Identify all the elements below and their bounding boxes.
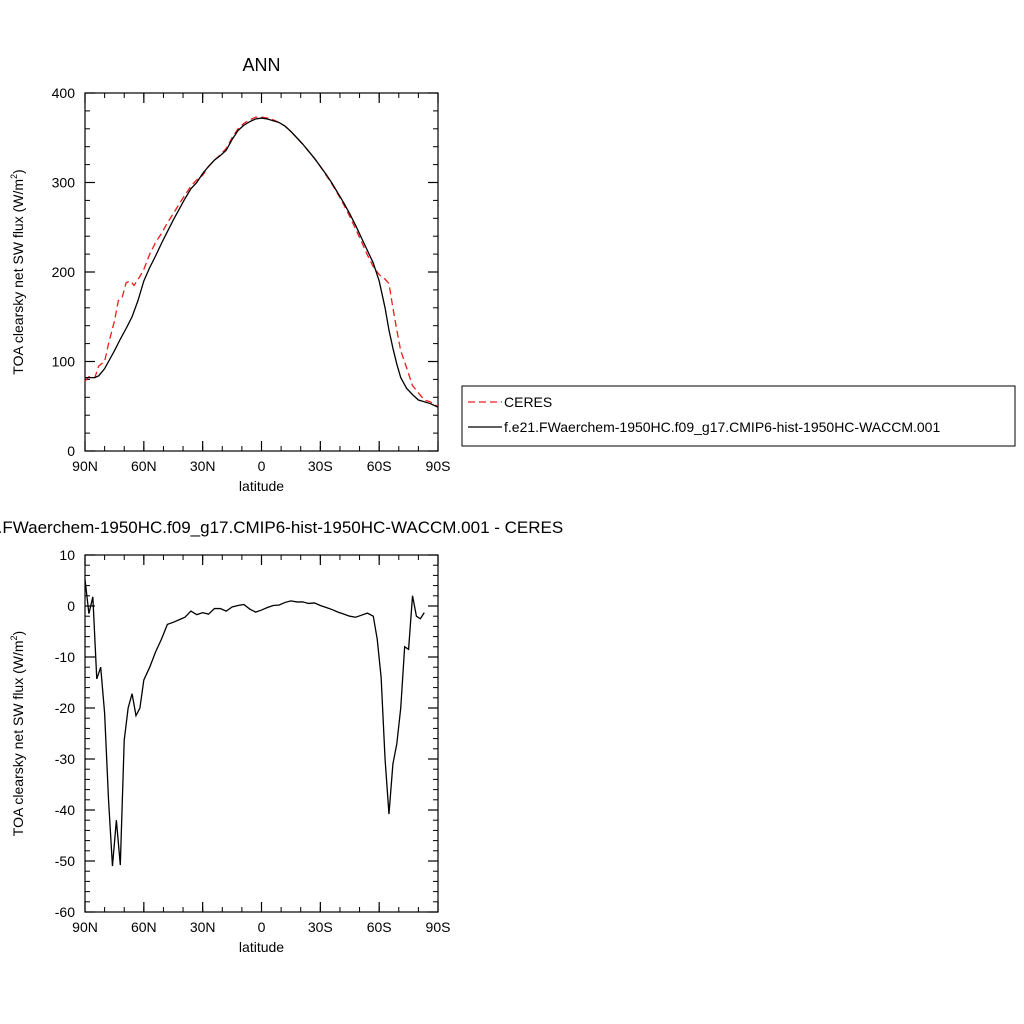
chart-title: f.e21.FWaerchem-1950HC.f09_g17.CMIP6-his… bbox=[0, 518, 563, 537]
plot-frame bbox=[84, 554, 439, 913]
y-axis-label-close: ) bbox=[10, 169, 26, 174]
y-axis-label: TOA clearsky net SW flux (W/m2) bbox=[9, 631, 26, 836]
plot-frame bbox=[84, 92, 439, 452]
x-tick-label: 60S bbox=[367, 458, 392, 474]
legend-label-model: f.e21.FWaerchem-1950HC.f09_g17.CMIP6-his… bbox=[504, 419, 940, 435]
y-axis-label: TOA clearsky net SW flux (W/m2) bbox=[9, 169, 26, 374]
y-axis-label-text: TOA clearsky net SW flux (W/m bbox=[10, 179, 26, 375]
y-tick-label: -60 bbox=[55, 904, 75, 920]
y-axis-label-superscript: 2 bbox=[9, 174, 19, 179]
y-tick-label: 0 bbox=[67, 443, 75, 459]
y-tick-label: -20 bbox=[55, 700, 75, 716]
x-tick-label: 30S bbox=[308, 919, 333, 935]
chart-title: ANN bbox=[242, 55, 280, 75]
x-tick-label: 0 bbox=[258, 919, 266, 935]
x-tick-label: 90S bbox=[426, 919, 451, 935]
y-tick-label: -10 bbox=[55, 649, 75, 665]
x-tick-label: 60S bbox=[367, 919, 392, 935]
x-tick-label: 90N bbox=[72, 919, 98, 935]
x-tick-label: 30N bbox=[190, 458, 216, 474]
y-tick-label: 0 bbox=[67, 598, 75, 614]
legend-label-ceres: CERES bbox=[504, 394, 552, 410]
x-tick-label: 30N bbox=[190, 919, 216, 935]
y-tick-label: -40 bbox=[55, 802, 75, 818]
x-axis-label: latitude bbox=[239, 478, 284, 494]
x-tick-label: 0 bbox=[258, 458, 266, 474]
y-tick-label: 100 bbox=[52, 354, 76, 370]
legend: CERES f.e21.FWaerchem-1950HC.f09_g17.CMIP… bbox=[461, 385, 1016, 447]
y-axis-label-close: ) bbox=[10, 631, 26, 636]
x-tick-label: 60N bbox=[131, 919, 157, 935]
x-tick-label: 30S bbox=[308, 458, 333, 474]
top-chart: ANN 90N 60N 30N 0 30S 60S 90S 0 100 200 300 400 latit… bbox=[9, 55, 450, 494]
legend-box bbox=[461, 385, 1016, 447]
y-tick-label: 400 bbox=[52, 85, 76, 101]
x-tick-label: 90S bbox=[426, 458, 451, 474]
y-tick-label: -30 bbox=[55, 751, 75, 767]
x-axis-label: latitude bbox=[239, 939, 284, 955]
y-axis-label-text: TOA clearsky net SW flux (W/m bbox=[10, 640, 26, 836]
y-tick-label: -50 bbox=[55, 853, 75, 869]
x-tick-label: 60N bbox=[131, 458, 157, 474]
y-tick-label: 300 bbox=[52, 175, 76, 191]
bottom-chart: f.e21.FWaerchem-1950HC.f09_g17.CMIP6-his… bbox=[0, 518, 563, 955]
series-line-model bbox=[84, 579, 425, 867]
series-line-ceres bbox=[84, 116, 439, 407]
y-tick-label: 200 bbox=[52, 264, 76, 280]
y-tick-label: 10 bbox=[59, 547, 75, 563]
y-axis-label-superscript: 2 bbox=[9, 635, 19, 640]
series-line-model bbox=[85, 117, 439, 408]
x-tick-label: 90N bbox=[72, 458, 98, 474]
